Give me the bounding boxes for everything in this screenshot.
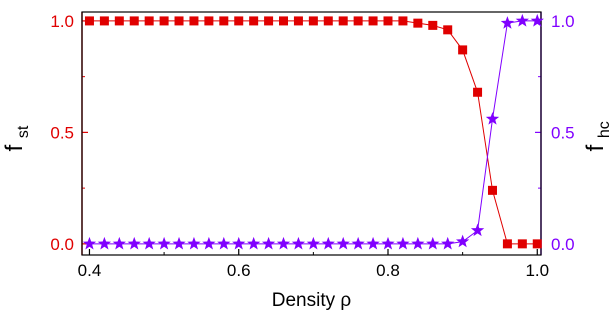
right-y-tick-label: 0.5 [551, 123, 575, 142]
left-y-axis-title: f st [1, 125, 32, 151]
f-st-point [279, 16, 289, 26]
f-hc-point [291, 236, 306, 250]
f-hc-point [306, 236, 321, 250]
f-hc-point [142, 236, 156, 250]
left-y-axis-title-sub: st [15, 125, 32, 138]
right-y-tick-label: 1.0 [551, 12, 575, 31]
f-hc-point [187, 236, 201, 250]
f-hc-point [217, 236, 231, 250]
f-st-point [473, 87, 483, 97]
f-st-point [338, 16, 348, 26]
f-hc-point [232, 236, 246, 250]
f-hc-point [261, 236, 276, 250]
x-tick-label: 0.6 [227, 261, 251, 280]
f-st-point [159, 16, 169, 26]
f-st-point [353, 16, 363, 26]
f-st-point [204, 16, 214, 26]
f-st-point [264, 16, 274, 26]
right-y-axis-title: f hc [582, 121, 613, 151]
f-st-point [129, 16, 139, 26]
f-hc-point [470, 223, 485, 237]
x-tick-label: 0.8 [376, 261, 400, 280]
x-tick-label: 0.4 [78, 261, 102, 280]
left-y-tick-label: 0.5 [50, 123, 74, 142]
f-st-point [293, 16, 303, 26]
f-hc-point [441, 236, 455, 250]
f-hc-point [485, 112, 500, 125]
f-hc-point [276, 236, 291, 250]
f-hc-point [396, 236, 410, 250]
f-hc-point [112, 236, 126, 250]
f-st-point [174, 16, 184, 26]
f-st-point [219, 16, 229, 26]
f-st-point [323, 16, 333, 26]
f-st-point [398, 16, 408, 26]
f-hc-point [411, 236, 425, 250]
series-f-hc [82, 13, 544, 250]
left-y-tick-label: 0.0 [50, 235, 74, 254]
f-st-point [428, 20, 438, 30]
x-axis-title: Density ρ [272, 290, 352, 311]
f-st-point [234, 16, 244, 26]
f-hc-line [89, 20, 538, 245]
f-hc-point [530, 13, 544, 27]
f-hc-point [426, 236, 440, 250]
f-hc-point [172, 236, 186, 250]
f-st-point [458, 45, 468, 55]
f-st-point [189, 16, 199, 26]
f-hc-point [82, 236, 97, 250]
right-y-axis-title-main: f [582, 145, 609, 152]
f-st-point [144, 16, 154, 26]
x-tick-label: 1.0 [525, 261, 549, 280]
left-y-axis-title-main: f [1, 145, 28, 152]
f-hc-point [351, 236, 365, 250]
f-st-line [89, 20, 538, 245]
f-st-point [99, 16, 109, 26]
f-st-point [114, 16, 124, 26]
f-st-point [487, 185, 497, 195]
series-f-st [84, 16, 542, 249]
plot-frame [81, 11, 542, 256]
f-hc-point [366, 236, 380, 250]
f-hc-point [381, 236, 395, 250]
f-hc-point [455, 234, 470, 248]
f-hc-point [97, 236, 112, 250]
f-hc-point [247, 236, 261, 250]
f-hc-point [336, 236, 350, 250]
f-st-point [249, 16, 259, 26]
f-st-point [413, 18, 423, 28]
f-st-point [443, 25, 453, 35]
left-y-tick-label: 1.0 [50, 12, 74, 31]
f-hc-point [157, 236, 171, 250]
f-hc-point [127, 236, 141, 250]
f-st-point [532, 239, 542, 249]
right-y-tick-label: 0.0 [551, 235, 575, 254]
f-st-point [383, 16, 393, 26]
f-st-point [308, 16, 318, 26]
x-axis: 0.4 0.6 0.8 1.0 [78, 249, 549, 280]
right-y-axis-title-sub: hc [596, 121, 613, 138]
f-hc-point [202, 236, 216, 250]
f-st-point [517, 239, 527, 249]
f-st-point [368, 16, 378, 26]
f-hc-point [515, 13, 529, 27]
f-st-point [502, 239, 512, 249]
f-hc-point [321, 236, 335, 250]
f-hc-point [500, 16, 515, 29]
f-st-point [84, 16, 94, 26]
